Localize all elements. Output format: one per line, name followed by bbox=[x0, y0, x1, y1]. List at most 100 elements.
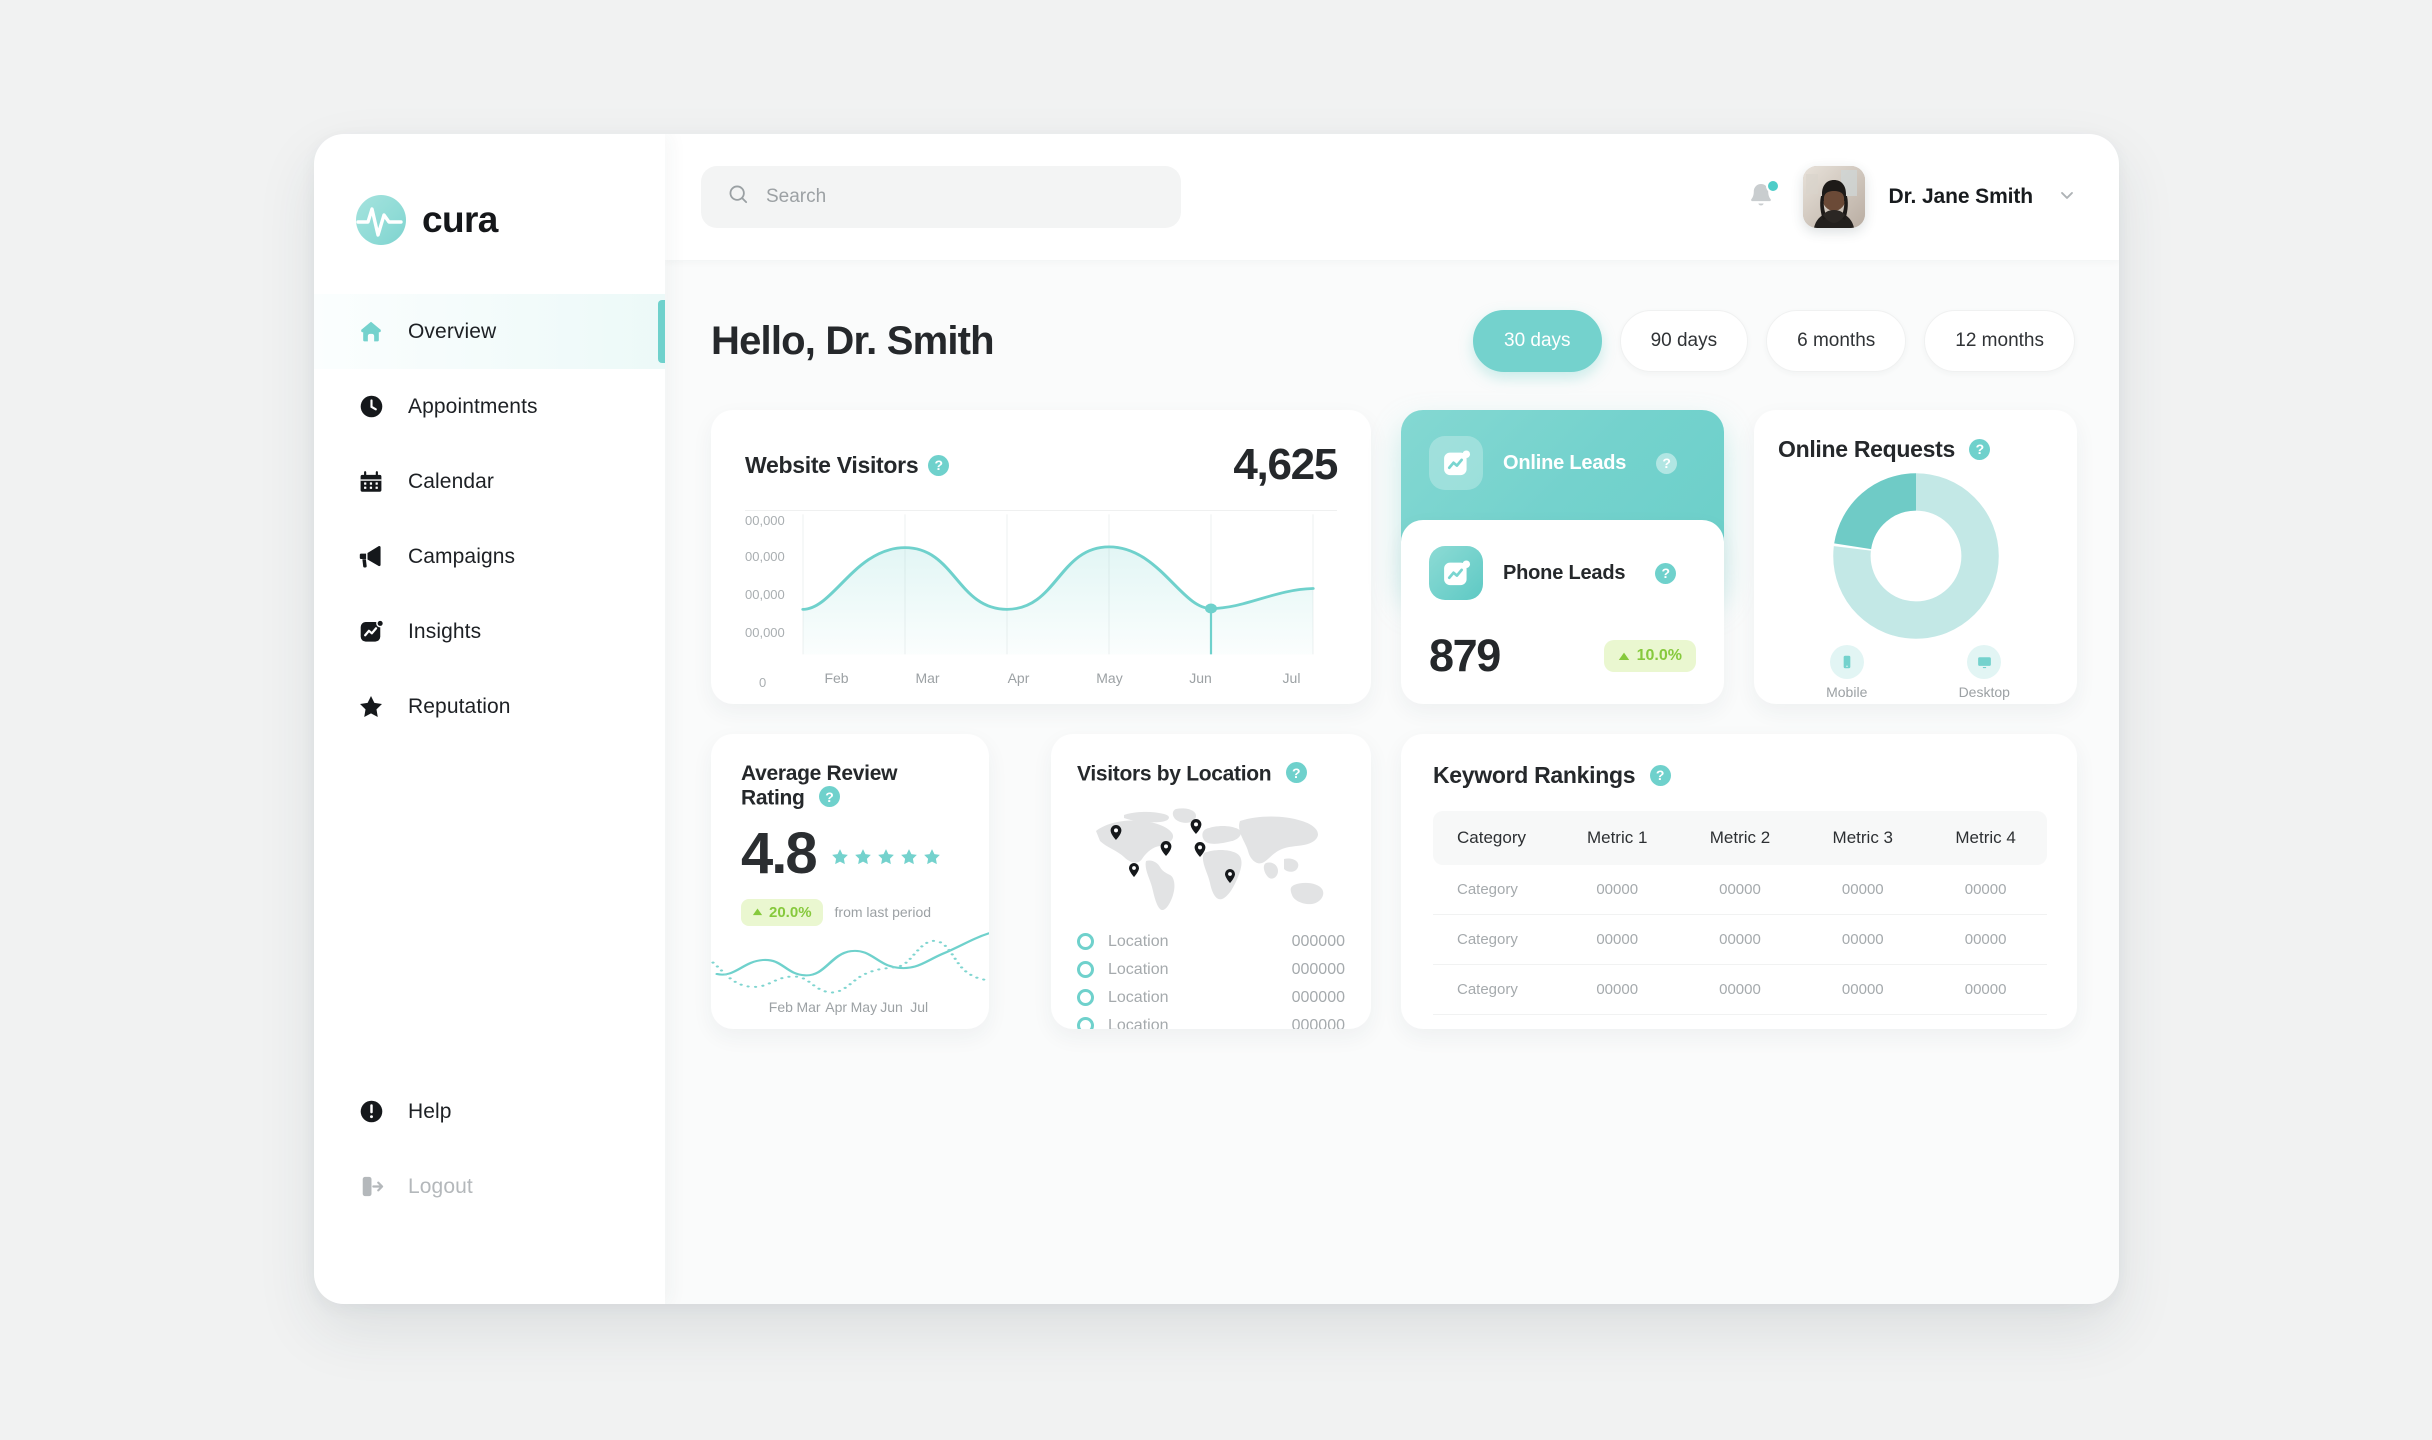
top-bar: Dr. Jane Smith bbox=[665, 134, 2119, 260]
card-average-review-rating: Average Review Rating ? 4.8 bbox=[711, 734, 989, 1029]
help-icon[interactable]: ? bbox=[1656, 452, 1678, 474]
list-item[interactable]: Location 000000 bbox=[1077, 1017, 1345, 1029]
card-phone-leads[interactable]: Phone Leads ? 879 10.0% bbox=[1401, 520, 1724, 704]
bullet-icon bbox=[1077, 933, 1094, 950]
help-icon[interactable]: ? bbox=[1655, 562, 1677, 584]
keyword-rankings-table: Category Metric 1 Metric 2 Metric 3 Metr… bbox=[1433, 811, 2047, 1029]
column-header-metric-1[interactable]: Metric 1 bbox=[1586, 828, 1648, 847]
sidebar-item-label: Help bbox=[408, 1099, 452, 1123]
location-value: 000000 bbox=[1291, 932, 1345, 950]
help-icon[interactable]: ? bbox=[1649, 764, 1671, 786]
star-icon bbox=[854, 848, 871, 864]
rating-row: 4.8 bbox=[741, 820, 959, 886]
map-pin[interactable] bbox=[1160, 840, 1172, 856]
tab-6-months[interactable]: 6 months bbox=[1766, 310, 1907, 372]
sidebar-item-label: Calendar bbox=[408, 469, 495, 493]
card-visitors-by-location: Visitors by Location ? bbox=[1051, 734, 1371, 1029]
cell-metric-2: 00000 bbox=[1678, 865, 1802, 915]
main-area: Dr. Jane Smith Hello, Dr. Smith 30 days … bbox=[665, 134, 2119, 1304]
card-header: Online Leads ? bbox=[1429, 436, 1696, 490]
sidebar-item-insights[interactable]: Insights bbox=[314, 594, 665, 669]
home-icon bbox=[356, 317, 386, 347]
card-header: Keyword Rankings ? bbox=[1433, 762, 2047, 789]
brand-logo[interactable]: cura bbox=[314, 134, 665, 260]
sidebar-item-appointments[interactable]: Appointments bbox=[314, 369, 665, 444]
tab-12-months[interactable]: 12 months bbox=[1924, 310, 2075, 372]
mobile-icon bbox=[1829, 645, 1864, 679]
sidebar-item-help[interactable]: Help bbox=[314, 1074, 665, 1149]
list-item[interactable]: Location 000000 bbox=[1077, 961, 1345, 979]
slice-desktop[interactable] bbox=[1832, 473, 1999, 639]
kpi-row: 879 10.0% bbox=[1429, 633, 1696, 678]
bell-icon[interactable] bbox=[1745, 179, 1780, 214]
page-title: Hello, Dr. Smith bbox=[711, 318, 995, 363]
delta-badge: 10.0% bbox=[1603, 640, 1696, 672]
y-tick-label: 00,000 bbox=[745, 625, 785, 640]
pulse-circle-icon bbox=[356, 195, 406, 245]
arrow-up-icon bbox=[1618, 652, 1629, 660]
column-header-metric-3[interactable]: Metric 3 bbox=[1832, 828, 1894, 847]
sidebar-item-reputation[interactable]: Reputation bbox=[314, 669, 665, 744]
sidebar-item-label: Appointments bbox=[408, 394, 538, 418]
delta-note: from last period bbox=[834, 904, 932, 920]
y-tick-label: 00,000 bbox=[745, 513, 785, 528]
world-map bbox=[1077, 801, 1345, 919]
x-tick-label: Jul bbox=[1282, 670, 1301, 686]
table-row[interactable]: Category 00000 00000 00000 00000 bbox=[1433, 865, 2047, 915]
column-header-category[interactable]: Category bbox=[1457, 828, 1526, 847]
location-name: Location bbox=[1108, 960, 1169, 978]
column-header-metric-2[interactable]: Metric 2 bbox=[1709, 828, 1771, 847]
table-header-row: Category Metric 1 Metric 2 Metric 3 Metr… bbox=[1433, 811, 2047, 865]
column-header-metric-4[interactable]: Metric 4 bbox=[1955, 828, 2016, 847]
topbar-right-cluster: Dr. Jane Smith bbox=[1745, 166, 2077, 228]
card-header: Average Review Rating ? bbox=[741, 762, 959, 811]
card-title: Average Review Rating bbox=[741, 762, 898, 810]
bullet-icon bbox=[1077, 1017, 1094, 1029]
location-value: 000000 bbox=[1291, 960, 1345, 978]
x-axis-labels: Feb Mar Apr May Jun Jul bbox=[741, 999, 959, 1029]
map-pin[interactable] bbox=[1194, 841, 1206, 857]
map-pin[interactable] bbox=[1129, 862, 1139, 877]
location-name: Location bbox=[1108, 988, 1169, 1006]
sidebar-item-calendar[interactable]: Calendar bbox=[314, 444, 665, 519]
sidebar-item-campaigns[interactable]: Campaigns bbox=[314, 519, 665, 594]
app-window: cura Overview Appointments bbox=[314, 134, 2119, 1304]
map-pin[interactable] bbox=[1110, 824, 1122, 840]
x-tick-label: May bbox=[1096, 670, 1123, 686]
table-row[interactable]: Category 00000 00000 00000 00000 bbox=[1433, 1014, 2047, 1029]
x-tick-label: May bbox=[850, 999, 878, 1015]
donut-chart-svg bbox=[1832, 473, 1999, 639]
map-pin[interactable] bbox=[1190, 818, 1202, 834]
tab-90-days[interactable]: 90 days bbox=[1619, 310, 1749, 372]
table-row[interactable]: Category 00000 00000 00000 00000 bbox=[1433, 964, 2047, 1015]
y-tick-label: 00,000 bbox=[745, 587, 785, 602]
card-title: Keyword Rankings bbox=[1433, 762, 1636, 788]
list-item[interactable]: Location 000000 bbox=[1077, 989, 1345, 1007]
rating-value: 4.8 bbox=[741, 820, 818, 886]
location-list: Location 000000 Location 000000 Location… bbox=[1077, 933, 1345, 1029]
table-row[interactable]: Category 00000 00000 00000 00000 bbox=[1433, 914, 2047, 965]
donut-legend: Mobile 76.9% 15.0% bbox=[1778, 645, 2053, 704]
legend-item-desktop: Desktop 23.1% 12.0% bbox=[1955, 645, 2013, 704]
sidebar-item-label: Campaigns bbox=[408, 544, 516, 568]
help-icon[interactable]: ? bbox=[928, 454, 950, 476]
sidebar-item-overview[interactable]: Overview bbox=[314, 294, 665, 369]
bullet-icon bbox=[1077, 989, 1094, 1006]
avatar[interactable] bbox=[1802, 166, 1865, 228]
online-requests-donut bbox=[1778, 467, 2053, 645]
help-icon[interactable]: ? bbox=[1285, 762, 1307, 783]
chevron-down-icon[interactable] bbox=[2057, 185, 2077, 210]
star-icon bbox=[356, 692, 386, 722]
cell-metric-4: 00000 bbox=[1924, 865, 2047, 915]
area-fill bbox=[803, 546, 1313, 655]
search-box[interactable] bbox=[701, 166, 1181, 228]
sidebar-item-logout[interactable]: Logout bbox=[314, 1149, 665, 1224]
cell-metric-4: 00000 bbox=[1924, 914, 2047, 965]
help-icon[interactable]: ? bbox=[1969, 438, 1991, 460]
list-item[interactable]: Location 000000 bbox=[1077, 933, 1345, 951]
tab-30-days[interactable]: 30 days bbox=[1473, 310, 1602, 372]
search-input[interactable] bbox=[766, 186, 1155, 208]
highlight-point[interactable] bbox=[1205, 603, 1217, 614]
help-icon[interactable]: ? bbox=[818, 786, 840, 807]
map-pin[interactable] bbox=[1225, 868, 1235, 883]
